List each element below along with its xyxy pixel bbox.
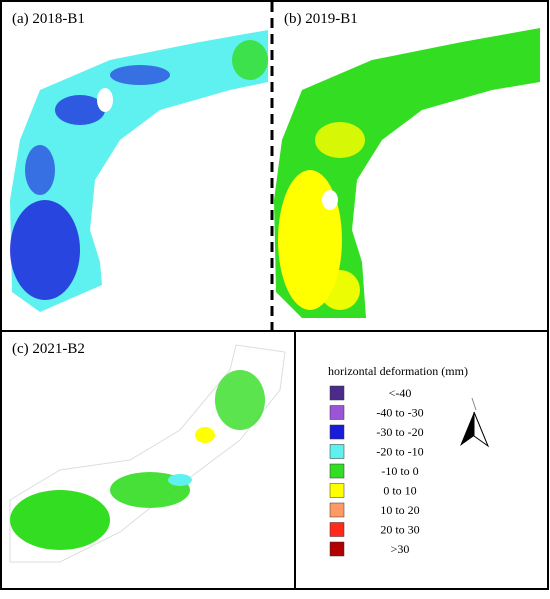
legend-label: 20 to 30 — [380, 523, 419, 537]
patch — [110, 65, 170, 85]
patch — [25, 145, 55, 195]
panel-label: (a) 2018-B1 — [12, 11, 85, 27]
legend-label: -30 to -20 — [376, 425, 423, 439]
patch — [232, 40, 268, 80]
legend-label: -10 to 0 — [381, 464, 418, 478]
patch — [10, 490, 110, 550]
patch — [320, 270, 360, 310]
gap — [322, 190, 338, 210]
legend-swatch — [329, 522, 345, 537]
legend-swatch — [329, 405, 345, 420]
arrow-left — [460, 412, 474, 446]
legend-label: >30 — [391, 542, 410, 556]
legend-swatch — [329, 483, 345, 498]
legend-label: 0 to 10 — [383, 484, 416, 498]
gap — [97, 88, 113, 112]
legend-swatch — [329, 444, 345, 459]
legend-swatch — [329, 385, 345, 401]
patch — [55, 95, 105, 125]
map-a — [10, 30, 268, 312]
map-b — [274, 28, 540, 318]
patch — [10, 200, 80, 300]
legend-swatch — [329, 541, 345, 557]
legend-label: <-40 — [389, 386, 412, 400]
patch — [168, 474, 192, 486]
legend-swatch — [329, 463, 345, 479]
legend-swatch — [329, 502, 345, 518]
legend-title: horizontal deformation (mm) — [328, 364, 468, 378]
patch — [195, 427, 215, 443]
legend: <-40 -40 to -30 -30 to -20 -20 to -10 -10 to… — [329, 385, 424, 557]
map-c — [9, 344, 286, 563]
legend-label: 10 to 20 — [380, 503, 419, 517]
patch — [215, 370, 265, 430]
panel-label: (c) 2021-B2 — [12, 341, 85, 357]
legend-label: -40 to -30 — [376, 406, 423, 420]
legend-swatch — [329, 424, 345, 440]
panel-label: (b) 2019-B1 — [284, 11, 358, 27]
arrow-right — [473, 411, 490, 448]
patch — [315, 122, 365, 158]
north-arrow — [460, 397, 490, 448]
legend-label: -20 to -10 — [376, 445, 423, 459]
arrow-n — [471, 397, 477, 411]
